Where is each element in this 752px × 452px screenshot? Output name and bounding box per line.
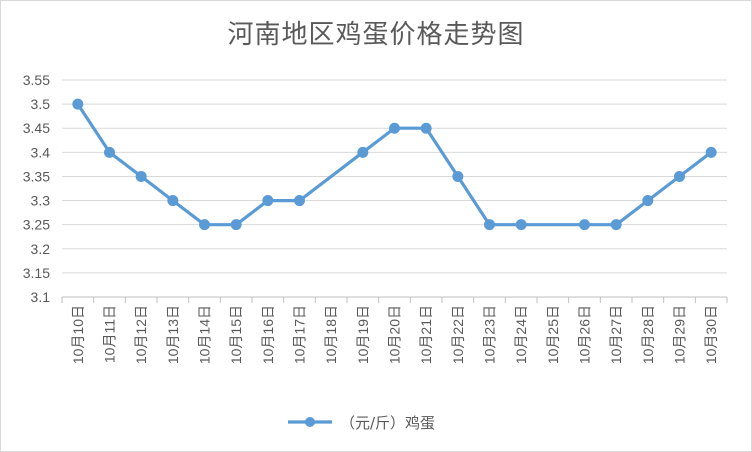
x-tick-label: 10月28日	[640, 305, 656, 364]
series-line	[76, 102, 713, 227]
x-tick-label: 10月18日	[323, 305, 339, 364]
x-tick-label: 10月15日	[228, 305, 244, 364]
chart-title: 河南地区鸡蛋价格走势图	[227, 20, 525, 50]
data-point	[674, 170, 685, 182]
y-tick-label: 3.45	[23, 120, 50, 136]
y-tick-label: 3.15	[23, 265, 50, 281]
x-tick-label: 10月13日	[165, 305, 181, 364]
x-tick-label: 10月20日	[387, 305, 403, 364]
data-point	[104, 146, 115, 158]
data-point	[484, 219, 495, 231]
y-tick-label: 3.1	[31, 289, 51, 305]
data-point	[452, 170, 464, 182]
data-point	[642, 195, 654, 207]
y-tick-label: 3.55	[23, 72, 50, 88]
legend-marker	[305, 417, 315, 427]
x-tick-label: 10月29日	[672, 305, 688, 364]
data-point	[294, 195, 305, 207]
y-tick-label: 3.35	[23, 168, 50, 184]
data-point	[135, 170, 147, 182]
x-tick-label: 10月19日	[355, 305, 371, 364]
x-tick-label: 10月25日	[545, 305, 561, 364]
x-tick-label: 10月12日	[133, 305, 149, 364]
x-tick-label: 10月26日	[577, 305, 593, 364]
y-tick-label: 3.25	[23, 217, 50, 233]
data-point	[610, 219, 622, 231]
data-point	[199, 219, 210, 231]
gridlines	[62, 79, 727, 298]
y-tick-label: 3.5	[31, 96, 51, 112]
x-tick-label: 10月11日	[102, 305, 118, 363]
x-tick-label: 10月27日	[608, 305, 624, 364]
legend-label: （元/斤）鸡蛋	[340, 414, 435, 432]
x-tick-label: 10月23日	[482, 305, 498, 364]
series-line-group	[72, 98, 717, 231]
x-axis: 10月10日 10月11日 10月12日 10月13日 10月14日 10月15日 10月1…	[61, 297, 728, 364]
x-tick-label: 10月21日	[418, 305, 434, 364]
data-point	[167, 195, 179, 207]
y-axis: 3.1 3.15 3.2 3.25 3.3 3.35 3.4 3.45 3.5 3.55	[23, 72, 50, 305]
x-tick-label: 10月14日	[197, 305, 213, 364]
y-tick-label: 3.2	[31, 241, 51, 257]
x-tick-label: 10月30日	[703, 305, 719, 364]
legend: （元/斤）鸡蛋	[288, 414, 435, 432]
data-point	[230, 219, 242, 231]
data-point	[579, 219, 590, 231]
data-point	[705, 146, 717, 158]
x-tick-label: 10月16日	[260, 305, 276, 364]
x-tick-label: 10月22日	[450, 305, 466, 364]
y-tick-label: 3.3	[31, 193, 51, 209]
data-point	[262, 195, 274, 207]
data-point	[420, 122, 432, 134]
x-tick-label: 10月17日	[292, 305, 308, 364]
x-tick-label: 10月24日	[513, 305, 529, 364]
data-point	[389, 122, 400, 134]
data-point	[515, 219, 527, 231]
y-tick-label: 3.4	[31, 144, 51, 160]
data-point	[72, 98, 84, 110]
data-point	[357, 146, 369, 158]
x-tick-label: 10月10日	[70, 305, 86, 364]
